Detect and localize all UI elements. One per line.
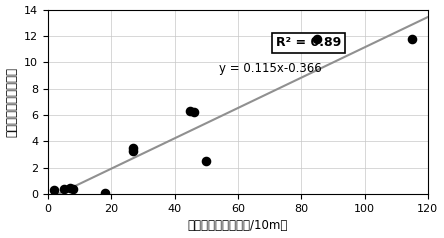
- Text: R² = 0.89: R² = 0.89: [276, 36, 341, 49]
- Point: [130, 146, 137, 150]
- X-axis label: 割れ目発生頼度（本/10m）: 割れ目発生頼度（本/10m）: [188, 219, 288, 233]
- Point: [187, 109, 194, 113]
- Y-axis label: 冷却時間（百万年間）: 冷却時間（百万年間）: [6, 67, 19, 137]
- Point: [408, 37, 416, 40]
- Point: [190, 110, 197, 114]
- Point: [51, 188, 58, 192]
- Point: [130, 149, 137, 153]
- Text: y = 0.115x-0.366: y = 0.115x-0.366: [219, 62, 321, 75]
- Point: [60, 187, 67, 191]
- Point: [101, 191, 108, 195]
- Point: [67, 186, 74, 189]
- Point: [203, 159, 210, 163]
- Point: [70, 187, 77, 191]
- Point: [313, 37, 321, 40]
